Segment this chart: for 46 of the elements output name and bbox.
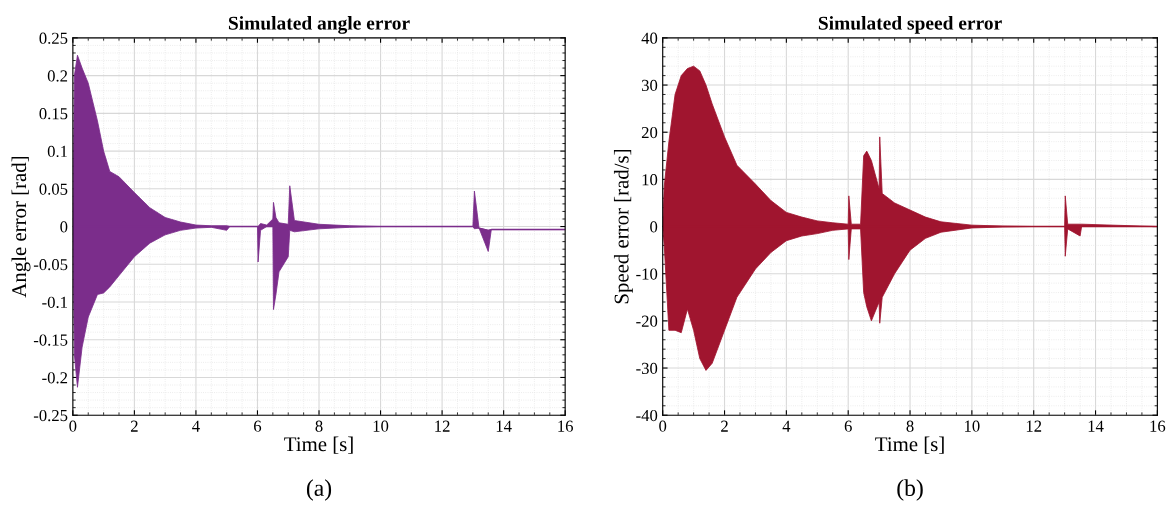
y-tick-label: -0.15 xyxy=(33,334,68,346)
x-tick-label: 8 xyxy=(906,420,914,432)
y-tick-label: -0.1 xyxy=(42,296,67,309)
x-tick-label: 2 xyxy=(130,420,138,432)
x-tick-label: 10 xyxy=(965,420,980,432)
x-tick-label: 4 xyxy=(782,420,791,432)
x-tick-label: 8 xyxy=(315,420,323,432)
text: (b) xyxy=(897,479,923,501)
y-tick-label: 0.2 xyxy=(47,70,68,82)
y-tick-label: 0.05 xyxy=(39,183,68,195)
y-tick-label: -30 xyxy=(636,362,658,374)
x-tick-label: 0 xyxy=(659,420,667,432)
y-axis-title: Angle error [rad] xyxy=(11,156,31,298)
y-tick-label: -0.25 xyxy=(33,409,68,422)
y-tick-label: 20 xyxy=(641,126,658,139)
x-axis-title: Time [s] xyxy=(284,436,353,454)
x-tick-label: 2 xyxy=(721,420,728,432)
x-axis-title: Time [s] xyxy=(875,436,944,454)
y-tick-label: 30 xyxy=(641,79,658,91)
y-tick-label: 10 xyxy=(642,174,658,186)
text: (a) xyxy=(306,479,332,501)
y-tick-label: -0.05 xyxy=(33,258,68,271)
chart-title: Simulated angle error xyxy=(228,16,410,34)
x-tick-label: 10 xyxy=(373,420,389,432)
x-tick-label: 12 xyxy=(435,420,450,432)
x-tick-label: 16 xyxy=(558,420,574,432)
y-tick-label: 40 xyxy=(641,32,658,44)
x-tick-label: 16 xyxy=(1150,420,1166,432)
y-tick-label: 0 xyxy=(650,221,658,233)
y-tick-label: 0 xyxy=(60,221,68,233)
x-tick-label: 6 xyxy=(844,420,852,432)
y-tick-label: -10 xyxy=(636,268,658,280)
x-tick-label: 4 xyxy=(192,420,200,432)
chart-title: Simulated speed error xyxy=(818,16,1002,34)
x-tick-label: 14 xyxy=(496,420,512,432)
x-tick-label: 0 xyxy=(69,420,77,432)
y-tick-label: -20 xyxy=(636,315,658,327)
y-tick-label: 0.15 xyxy=(39,108,68,120)
y-tick-label: 0.1 xyxy=(47,145,67,158)
y-tick-label: 0.25 xyxy=(39,32,68,44)
y-axis-title: Speed error [rad/s] xyxy=(613,150,633,304)
y-tick-label: -0.2 xyxy=(42,372,68,384)
x-tick-label: 6 xyxy=(254,420,262,432)
x-tick-label: 12 xyxy=(1026,420,1042,432)
y-tick-label: -40 xyxy=(636,409,658,422)
x-tick-label: 14 xyxy=(1088,420,1104,432)
